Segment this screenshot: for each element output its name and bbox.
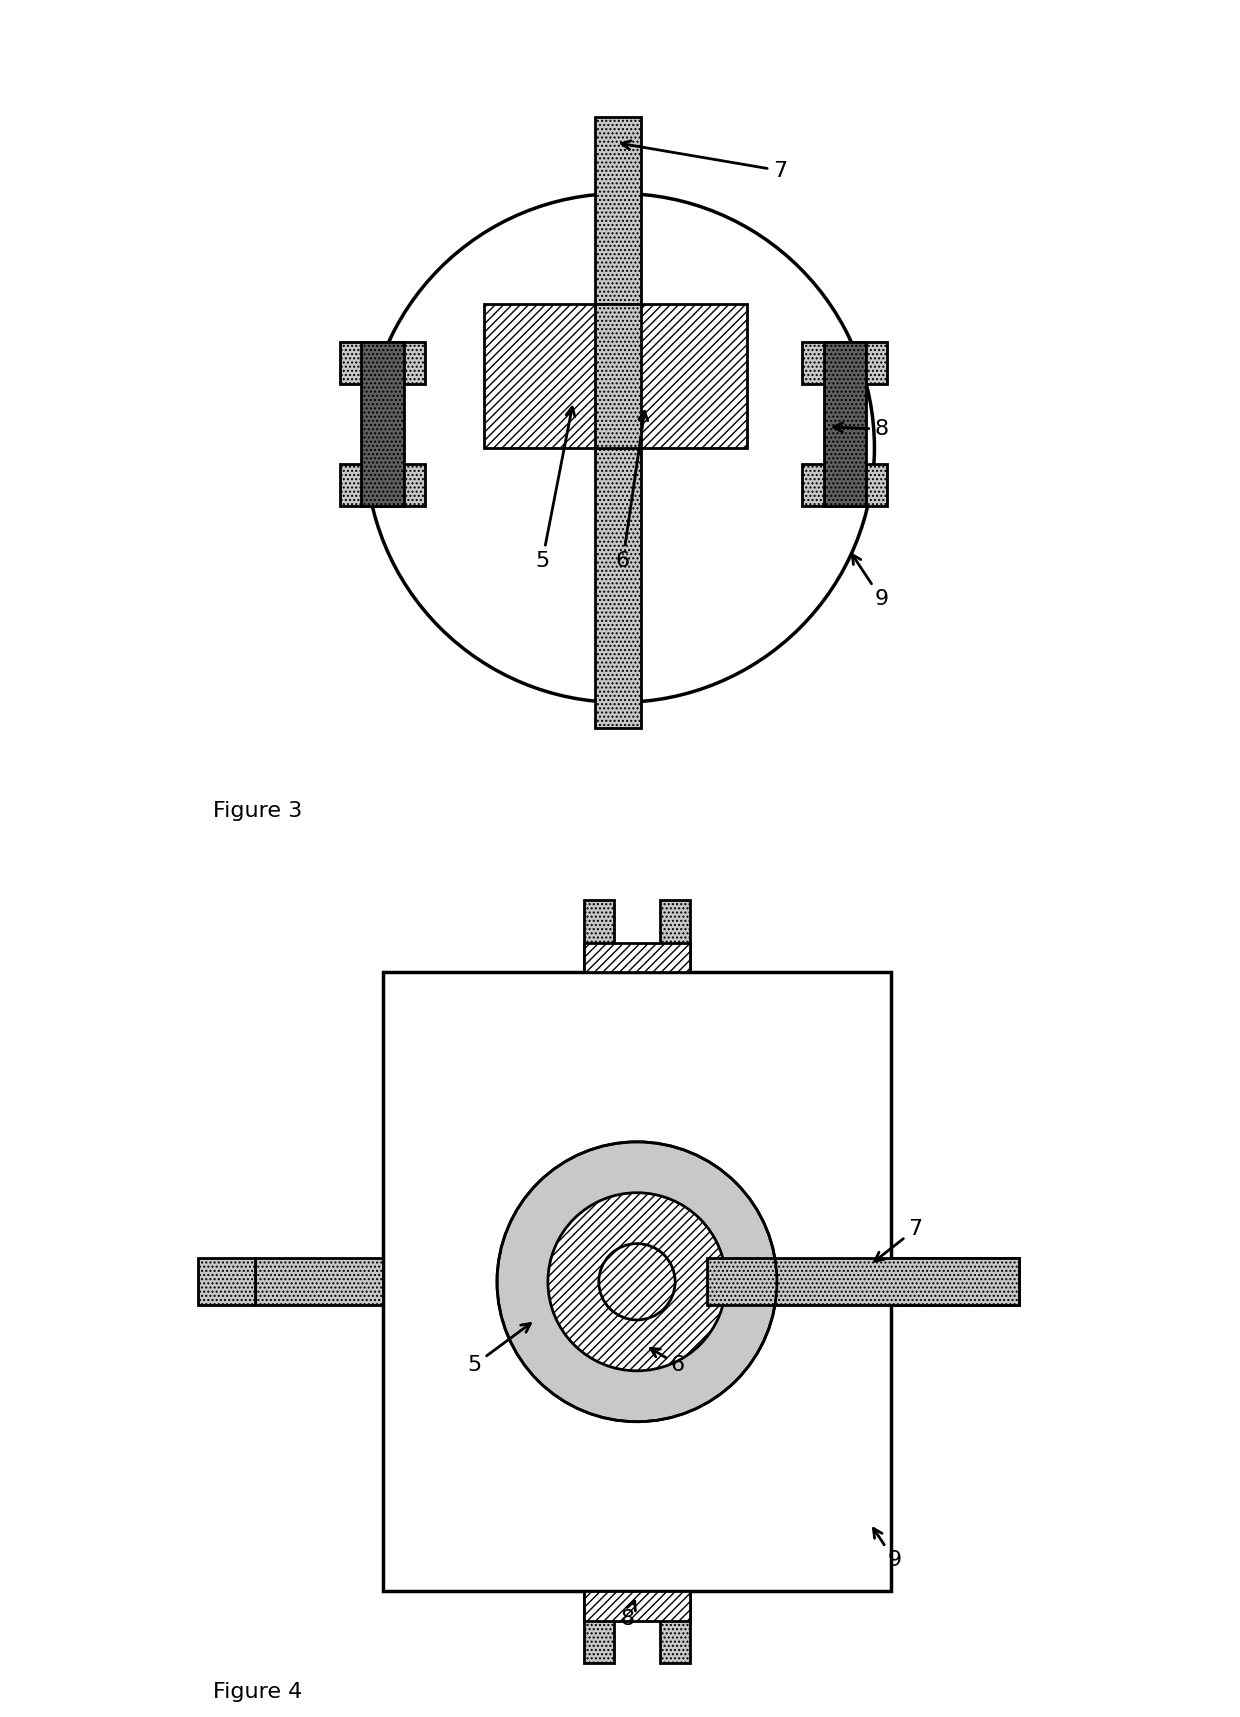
Text: 6: 6 <box>616 412 647 570</box>
Bar <box>255 1259 382 1305</box>
Bar <box>340 464 425 507</box>
Bar <box>660 900 689 972</box>
Bar <box>340 342 425 385</box>
Text: 5: 5 <box>467 1324 531 1375</box>
Bar <box>584 1592 689 1621</box>
Circle shape <box>599 1243 675 1320</box>
Bar <box>485 304 748 448</box>
Text: 7: 7 <box>621 141 787 180</box>
Text: 5: 5 <box>536 407 575 570</box>
Bar <box>594 347 641 728</box>
Text: 6: 6 <box>651 1348 684 1375</box>
Bar <box>382 972 892 1592</box>
Bar <box>802 464 887 507</box>
Bar <box>361 342 404 507</box>
Bar <box>892 1259 1018 1305</box>
Text: Figure 4: Figure 4 <box>213 1681 303 1702</box>
Bar <box>594 117 641 347</box>
Text: 8: 8 <box>620 1600 635 1629</box>
Bar <box>594 304 641 448</box>
Bar <box>660 1592 689 1664</box>
Text: Figure 3: Figure 3 <box>213 802 303 821</box>
Text: 9: 9 <box>852 555 889 610</box>
Circle shape <box>548 1193 725 1370</box>
Bar <box>707 1259 1018 1305</box>
Bar <box>823 342 866 507</box>
Bar <box>198 1259 255 1305</box>
Circle shape <box>497 1142 777 1422</box>
Bar <box>584 943 689 972</box>
Bar <box>584 1592 614 1664</box>
Text: 9: 9 <box>873 1528 901 1569</box>
Text: 8: 8 <box>833 419 889 440</box>
Text: 7: 7 <box>874 1219 923 1262</box>
Bar <box>802 342 887 385</box>
Bar <box>584 900 614 972</box>
